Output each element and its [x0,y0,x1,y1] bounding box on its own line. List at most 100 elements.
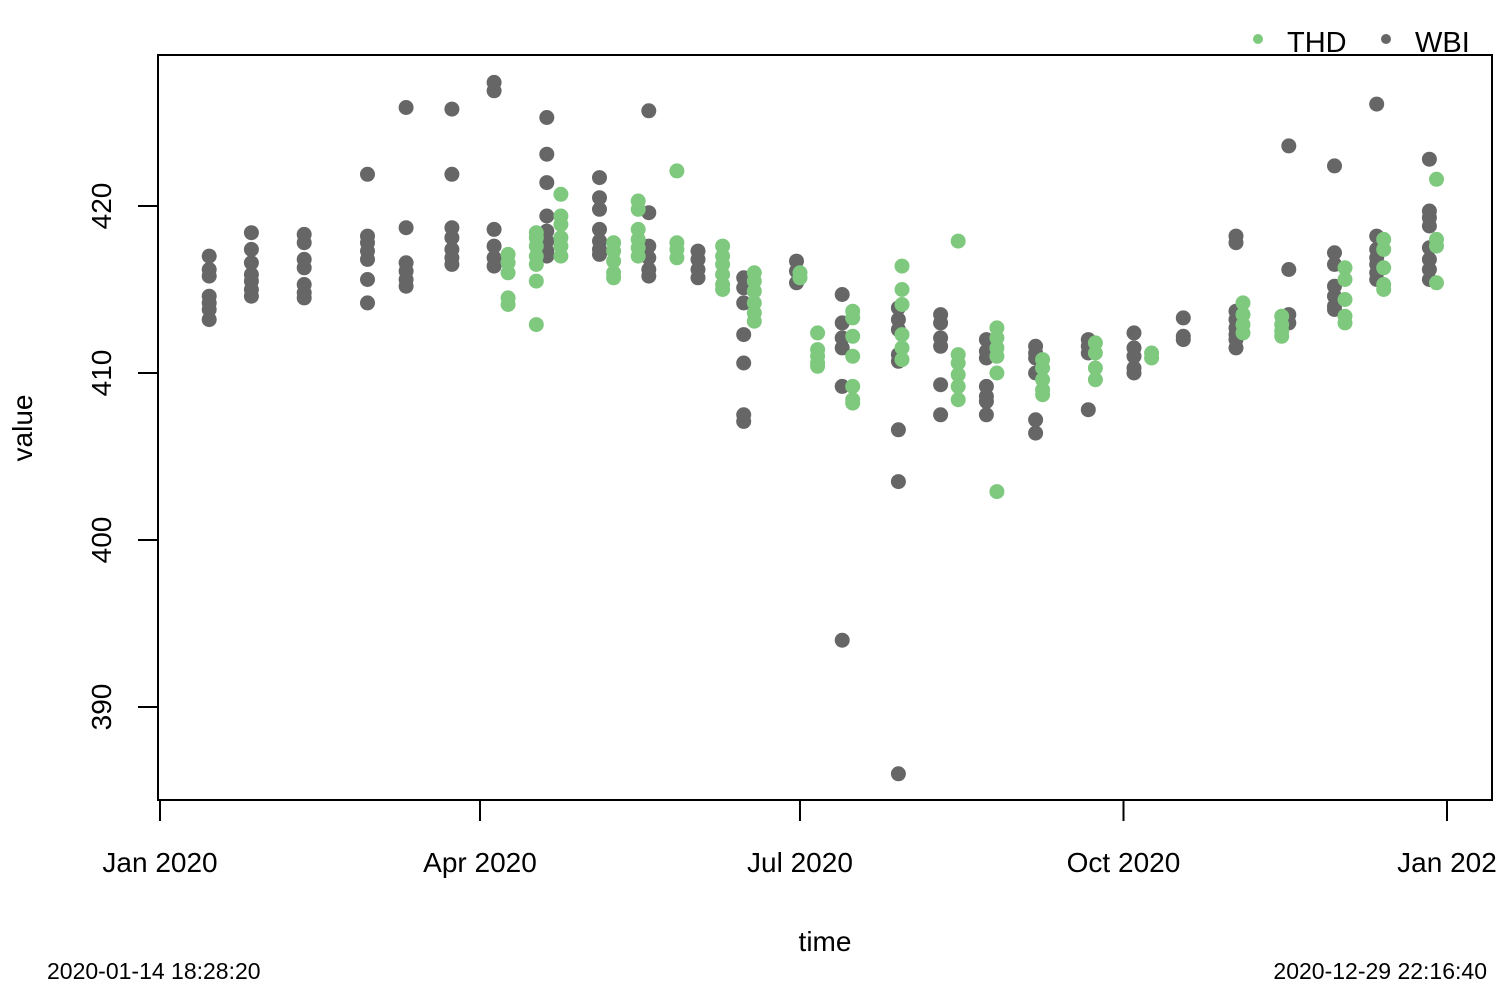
data-point [845,310,861,326]
data-point [486,258,502,274]
data-point [1035,360,1051,376]
data-point [1337,315,1353,331]
data-point [845,328,861,344]
data-point [950,378,966,394]
data-point [1087,372,1103,388]
data-point [894,282,910,297]
x-tick-label: Jul 2020 [747,847,853,878]
data-point [669,163,685,179]
data-point [1327,245,1342,261]
x-axis: Jan 2020 Apr 2020 Jul 2020 Oct 2020 Jan 202 [102,799,1497,878]
data-point [894,352,910,368]
data-point [592,190,607,206]
data-point [950,392,966,408]
data-point [201,312,217,328]
series-thd [500,163,1444,500]
data-point [360,166,375,182]
data-point [539,208,555,224]
data-point [528,317,544,333]
data-point [890,422,906,438]
data-point [834,378,850,394]
data-point [592,246,607,262]
data-point [890,474,906,490]
data-point [444,256,460,272]
data-point [690,270,706,286]
data-point [989,365,1005,381]
data-point [243,288,259,304]
x-tick-label: Oct 2020 [1067,847,1181,878]
data-point [1274,328,1290,344]
data-point [1421,151,1437,167]
data-point [592,170,607,186]
y-axis: 390 400 410 420 [86,183,159,731]
y-tick-label: 410 [86,350,117,397]
range-start-label: 2020-01-14 18:28:20 [47,958,261,984]
data-point [1376,260,1392,276]
data-point [606,253,622,269]
data-point [553,216,569,232]
x-axis-title: time [799,926,852,957]
data-point [950,355,966,371]
data-point [1376,282,1392,297]
data-point [1281,262,1297,277]
data-point [746,313,762,329]
data-point [296,235,312,251]
data-point [201,268,217,284]
data-point [834,632,850,648]
data-point [950,367,966,383]
data-point [1281,138,1297,154]
data-point [1035,387,1051,403]
data-point [1028,425,1044,441]
data-point [500,297,516,312]
data-point [606,270,622,286]
data-point [736,355,752,371]
x-tick-label: Jan 202 [1397,847,1497,878]
data-point [736,295,752,311]
plot-area-border [157,54,1493,801]
data-point [978,407,994,423]
data-point [1429,275,1444,291]
data-point [243,255,259,271]
data-point [1235,325,1251,341]
data-point [360,272,375,287]
data-point [792,270,808,286]
data-point [1126,348,1142,364]
data-point [539,175,555,191]
data-point [528,273,544,289]
data-point [1126,365,1142,381]
data-point [933,407,949,423]
data-point [933,377,949,393]
data-point [736,413,752,429]
data-point [1144,350,1160,366]
data-point [500,265,516,281]
data-point [528,256,544,272]
data-point [444,230,460,246]
data-point [1421,218,1437,234]
data-point [989,348,1005,364]
series-wbi [201,74,1437,782]
data-point [360,251,375,267]
data-point [669,250,685,266]
data-point [1175,310,1191,326]
legend: THD WBI [1253,27,1470,59]
data-point [1235,295,1251,311]
y-tick-label: 420 [86,183,117,230]
y-tick-label: 390 [86,684,117,731]
data-point [592,221,607,237]
data-point [592,201,607,217]
data-point [630,248,646,264]
data-point [539,110,555,125]
data-point [553,186,569,202]
data-point [810,358,826,374]
data-point [444,166,460,182]
data-point [933,338,949,354]
data-point [933,315,949,331]
data-point [989,484,1005,500]
data-points [201,74,1444,782]
data-point [1228,340,1244,356]
data-point [398,100,414,115]
data-point [243,241,259,257]
range-end-label: 2020-12-29 22:16:40 [1273,958,1487,984]
data-point [834,340,850,356]
